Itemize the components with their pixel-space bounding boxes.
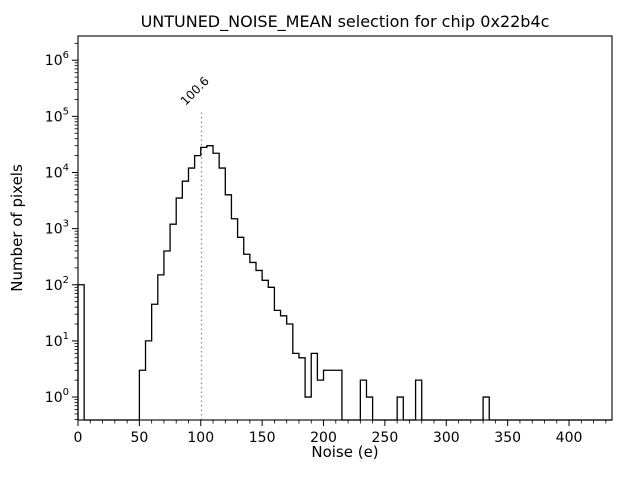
y-axis-label: Number of pixels bbox=[8, 164, 26, 292]
x-tick-label: 400 bbox=[556, 430, 583, 446]
x-tick-label: 200 bbox=[310, 430, 337, 446]
x-axis-label: Noise (e) bbox=[311, 443, 378, 461]
y-tick-label: 103 bbox=[45, 219, 69, 238]
x-tick-label: 0 bbox=[74, 430, 83, 446]
x-tick-label: 300 bbox=[433, 430, 460, 446]
x-tick-label: 150 bbox=[249, 430, 276, 446]
plot-group: 100.6 0 50 100 150 200 250 300 350 400 100 101 102 10… bbox=[45, 35, 613, 446]
x-tick-label: 350 bbox=[494, 430, 521, 446]
x-tick-label: 100 bbox=[187, 430, 214, 446]
y-tick-label: 104 bbox=[45, 162, 69, 181]
x-tick-label: 250 bbox=[372, 430, 399, 446]
y-tick-label: 105 bbox=[45, 106, 69, 125]
y-tick-label: 106 bbox=[45, 50, 69, 69]
vline-label: 100.6 bbox=[178, 74, 212, 108]
y-tick-label: 101 bbox=[45, 331, 69, 350]
y-tick-label: 100 bbox=[45, 387, 69, 406]
histogram-step-line bbox=[77, 145, 612, 421]
x-tick-label: 50 bbox=[130, 430, 148, 446]
chart-title: UNTUNED_NOISE_MEAN selection for chip 0x… bbox=[141, 12, 550, 32]
y-tick-label: 102 bbox=[45, 275, 69, 294]
